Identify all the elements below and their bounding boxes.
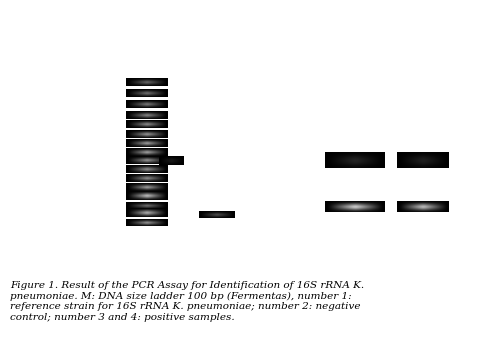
- Text: 2: 2: [274, 43, 282, 53]
- Text: Figure 1. Result of the PCR Assay for Identification of 16S rRNA K.
pneumoniae. : Figure 1. Result of the PCR Assay for Id…: [10, 281, 364, 322]
- Text: 100: 100: [56, 231, 76, 241]
- Text: 130: 130: [343, 169, 362, 178]
- Text: 1: 1: [212, 43, 220, 53]
- Text: 3: 3: [351, 43, 358, 53]
- Text: M: M: [141, 43, 152, 53]
- Text: 4: 4: [419, 43, 427, 53]
- Text: 200: 200: [56, 204, 76, 214]
